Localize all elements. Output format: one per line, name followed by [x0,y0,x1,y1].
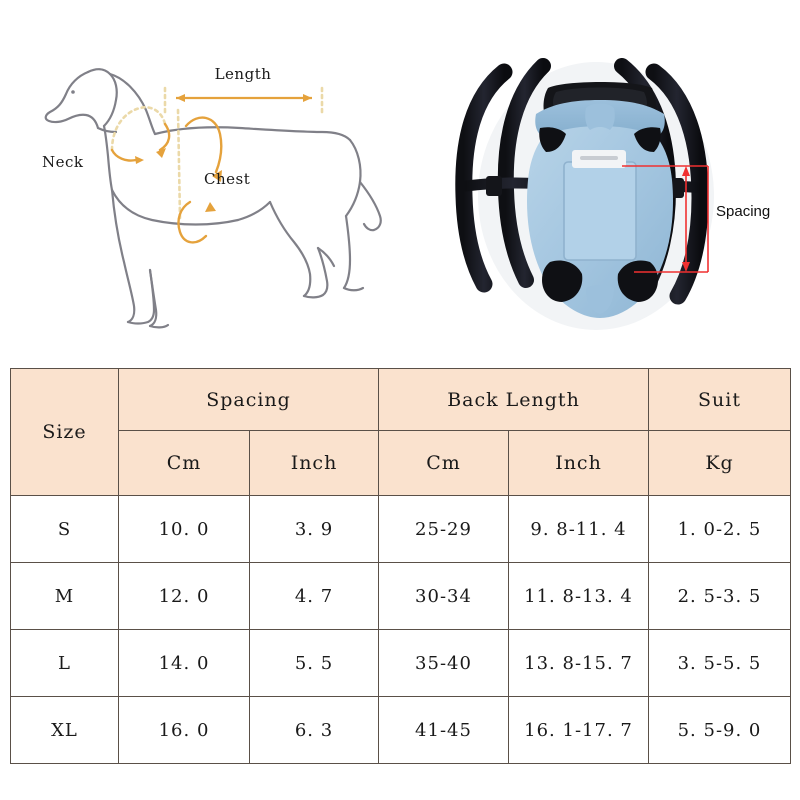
header-back-inch: Inch [508,430,649,496]
chest-measure: Chest [176,108,250,244]
header-suit: Suit [648,368,791,431]
cell-back-cm: 30-34 [378,562,509,630]
chest-arrow-bottom [177,200,208,244]
cell-back-cm: 41-45 [378,696,509,764]
header-row-units: Cm Inch Cm Inch Kg [11,430,791,496]
table-row: S 10. 0 3. 9 25-29 9. 8-11. 4 1. 0-2. 5 [10,495,791,563]
size-chart-table: Size Spacing Back Length Suit Cm Inch Cm… [10,368,791,764]
cell-spacing-inch: 4. 7 [249,562,379,630]
chest-arrowhead-up [205,202,216,212]
neck-arrowhead-right [135,156,144,164]
header-back-length: Back Length [378,368,649,431]
cell-spacing-cm: 14. 0 [118,629,250,697]
cell-size: S [10,495,119,563]
cell-back-cm: 35-40 [378,629,509,697]
collar-center-tab [585,103,615,130]
header-suit-kg: Kg [648,430,791,496]
header-back-cm: Cm [378,430,509,496]
cell-back-inch: 9. 8-11. 4 [508,495,649,563]
cell-spacing-inch: 3. 9 [249,495,379,563]
table-row: XL 16. 0 6. 3 41-45 16. 1-17. 7 5. 5-9. 0 [10,696,791,764]
dog-measurement-diagram: Length Neck Ch [42,65,382,329]
header-row-groups: Size Spacing Back Length Suit [10,368,791,496]
phone-screen-detail [580,156,618,160]
cell-size: L [10,629,119,697]
cell-spacing-inch: 5. 5 [249,629,379,697]
cell-suit-kg: 5. 5-9. 0 [648,696,791,764]
strap-left-inner [497,58,551,288]
cell-back-inch: 11. 8-13. 4 [508,562,649,630]
dog-diagram-panel: Length Neck Ch [0,0,400,355]
cell-spacing-inch: 6. 3 [249,696,379,764]
spacing-annotation: Spacing [622,165,770,273]
chest-arrowhead-down [212,170,222,182]
length-label: Length [215,65,272,83]
spacing-label: Spacing [716,203,770,220]
strap-right-outer [645,63,709,305]
leg-hole-left [542,260,583,302]
pet-carrier-photo: Spacing [400,0,800,355]
length-arrowhead-right [303,94,312,102]
product-photo-panel: Spacing [400,0,800,355]
header-spacing-cm: Cm [118,430,250,496]
upper-slot-right [634,127,661,152]
header-spacing: Spacing [118,368,379,431]
cell-spacing-cm: 12. 0 [118,562,250,630]
table-row: L 14. 0 5. 5 35-40 13. 8-15. 7 3. 5-5. 5 [10,629,791,697]
header-spacing-inch: Inch [249,430,379,496]
cell-back-inch: 13. 8-15. 7 [508,629,649,697]
dog-outline [44,68,382,329]
length-arrowhead-left [176,94,185,102]
neck-measure: Neck [42,106,171,171]
cell-back-inch: 16. 1-17. 7 [508,696,649,764]
leg-hole-right [617,260,658,302]
spacing-arrowhead-bottom [682,262,690,272]
chest-guide-dotted [176,108,182,220]
cell-suit-kg: 3. 5-5. 5 [648,629,791,697]
chest-label: Chest [204,170,250,188]
chest-arrow-top [184,116,223,174]
cell-size: XL [10,696,119,764]
buckle-left [486,176,502,196]
table-row: M 12. 0 4. 7 30-34 11. 8-13. 4 2. 5-3. 5 [10,562,791,630]
cell-suit-kg: 2. 5-3. 5 [648,562,791,630]
crotch-panel [586,285,614,314]
neck-label: Neck [42,153,84,171]
header-size: Size [10,368,119,496]
spacing-arrowhead-top [682,166,690,176]
cell-size: M [10,562,119,630]
length-measure: Length [163,65,324,116]
table-body: S 10. 0 3. 9 25-29 9. 8-11. 4 1. 0-2. 5 M 12. 0… [10,495,791,764]
table-header: Size Spacing Back Length Suit Cm Inch Cm… [10,368,791,496]
neck-arrow-lower [110,148,138,162]
strap-left-outer [455,63,513,293]
illustration-panels: Length Neck Ch [0,0,800,355]
cell-spacing-cm: 16. 0 [118,696,250,764]
upper-slot-left [539,127,566,152]
cell-back-cm: 25-29 [378,495,509,563]
neck-arrow-upper [158,122,171,152]
phone-pocket [564,162,636,260]
cell-suit-kg: 1. 0-2. 5 [648,495,791,563]
cell-spacing-cm: 10. 0 [118,495,250,563]
neck-arrowhead-down [156,148,166,158]
neck-guide-dotted [110,106,167,152]
